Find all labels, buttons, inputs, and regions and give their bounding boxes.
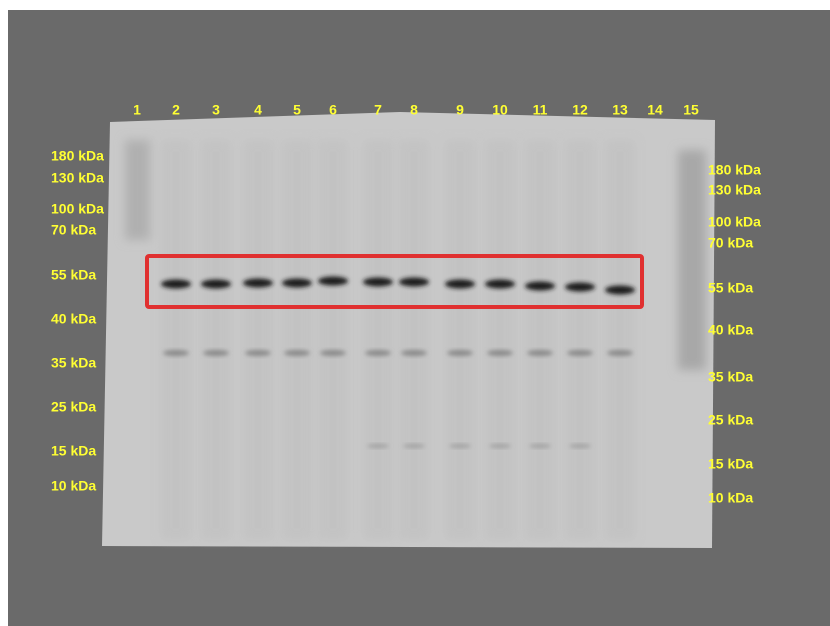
main-band: [399, 277, 429, 287]
marker-label-right: 55 kDa: [708, 280, 753, 296]
bands: [161, 140, 635, 540]
main-band: [243, 278, 273, 288]
marker-label-right: 10 kDa: [708, 490, 753, 506]
marker-label-left: 130 kDa: [51, 170, 104, 186]
lane-label: 1: [133, 102, 141, 118]
lane-smear: [445, 140, 475, 540]
marker-label-left: 15 kDa: [51, 443, 96, 459]
marker-label-left: 35 kDa: [51, 355, 96, 371]
lane-label: 6: [329, 102, 337, 118]
lane-smear: [525, 140, 555, 540]
marker-label-right: 35 kDa: [708, 369, 753, 385]
ladder-left: [125, 140, 150, 240]
lane-smear: [318, 140, 348, 540]
lane-smear: [201, 140, 231, 540]
lane-label: 8: [410, 102, 418, 118]
lane-label: 3: [212, 102, 220, 118]
lane-label: 14: [647, 102, 663, 118]
lane-label: 9: [456, 102, 464, 118]
main-band: [485, 279, 515, 289]
lane-label: 11: [533, 102, 548, 118]
lane-smear: [243, 140, 273, 540]
marker-label-left: 10 kDa: [51, 478, 96, 494]
highlight-box: [145, 254, 644, 309]
lane-label: 4: [254, 102, 262, 118]
lane-label: 10: [492, 102, 508, 118]
main-band: [363, 277, 393, 287]
band-35: [163, 350, 189, 356]
lane-label: 5: [293, 102, 301, 118]
band-35: [567, 350, 593, 356]
lane-label: 7: [374, 102, 382, 118]
band-15: [367, 444, 389, 448]
band-35: [365, 350, 391, 356]
marker-label-right: 40 kDa: [708, 322, 753, 338]
marker-label-right: 130 kDa: [708, 182, 761, 198]
lane-smear: [485, 140, 515, 540]
main-band: [161, 279, 191, 289]
lane-label: 15: [683, 102, 699, 118]
band-35: [320, 350, 346, 356]
band-15: [489, 444, 511, 448]
band-35: [607, 350, 633, 356]
ladder-right: [678, 150, 706, 370]
marker-label-left: 55 kDa: [51, 267, 96, 283]
marker-label-left: 25 kDa: [51, 399, 96, 415]
main-band: [282, 278, 312, 288]
lane-label: 2: [172, 102, 180, 118]
band-15: [403, 444, 425, 448]
marker-label-right: 70 kDa: [708, 235, 753, 251]
lane-label: 12: [572, 102, 588, 118]
marker-label-right: 180 kDa: [708, 162, 761, 178]
marker-label-right: 25 kDa: [708, 412, 753, 428]
lane-label: 13: [612, 102, 628, 118]
marker-label-right: 15 kDa: [708, 456, 753, 472]
lane-smear: [605, 140, 635, 540]
main-band: [565, 282, 595, 292]
marker-label-left: 70 kDa: [51, 222, 96, 238]
main-band: [445, 279, 475, 289]
marker-label-left: 180 kDa: [51, 148, 104, 164]
band-35: [401, 350, 427, 356]
lane-smear: [161, 140, 191, 540]
band-15: [529, 444, 551, 448]
band-35: [527, 350, 553, 356]
main-band: [605, 285, 635, 295]
main-band: [318, 276, 348, 286]
lane-smear: [399, 140, 429, 540]
lane-smear: [282, 140, 312, 540]
band-35: [284, 350, 310, 356]
marker-label-left: 40 kDa: [51, 311, 96, 327]
marker-label-left: 100 kDa: [51, 201, 104, 217]
band-15: [569, 444, 591, 448]
band-35: [487, 350, 513, 356]
marker-label-right: 100 kDa: [708, 214, 761, 230]
main-band: [525, 281, 555, 291]
band-35: [447, 350, 473, 356]
band-15: [449, 444, 471, 448]
band-35: [203, 350, 229, 356]
main-band: [201, 279, 231, 289]
lane-smear: [363, 140, 393, 540]
lane-smear: [565, 140, 595, 540]
band-35: [245, 350, 271, 356]
